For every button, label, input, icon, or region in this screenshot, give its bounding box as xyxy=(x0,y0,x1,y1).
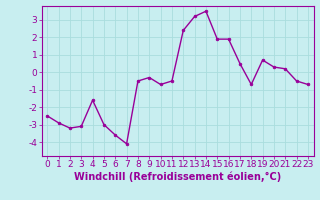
X-axis label: Windchill (Refroidissement éolien,°C): Windchill (Refroidissement éolien,°C) xyxy=(74,172,281,182)
